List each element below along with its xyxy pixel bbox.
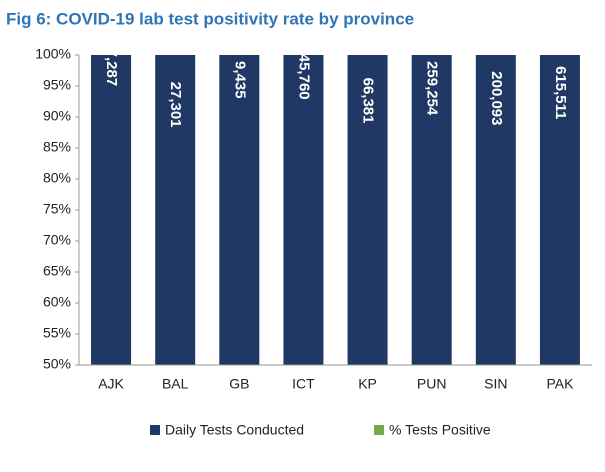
x-tick-label: GB: [229, 376, 249, 392]
bar-label: 45,760: [295, 54, 312, 100]
y-tick-label: 90%: [43, 108, 71, 124]
y-tick-label: 95%: [43, 77, 71, 93]
x-tick-label: BAL: [162, 376, 189, 392]
bar-label: 259,254: [424, 61, 441, 116]
chart-title: Fig 6: COVID-19 lab test positivity rate…: [6, 9, 414, 28]
bar-segment: [91, 55, 132, 365]
x-tick-label: PAK: [546, 376, 574, 392]
bar-segment: [411, 55, 452, 365]
bar-segment: [539, 55, 580, 365]
bar-segment: [283, 55, 324, 365]
y-tick-label: 70%: [43, 232, 71, 248]
x-tick-label: KP: [358, 376, 377, 392]
y-tick-label: 55%: [43, 325, 71, 341]
bar-label: 615,511: [552, 66, 569, 119]
legend-swatch: [374, 425, 385, 435]
bar-label: 27,301: [167, 82, 184, 128]
x-tick-label: SIN: [484, 376, 507, 392]
bar-label: 200,093: [488, 71, 505, 125]
bar-label: 66,381: [360, 78, 377, 124]
x-tick-label: AJK: [98, 376, 124, 392]
y-tick-label: 60%: [43, 294, 71, 310]
bar-segment: [347, 55, 388, 365]
bar-label: 7,287: [103, 49, 120, 87]
bar-segment: [155, 55, 196, 365]
legend-label: % Tests Positive: [389, 422, 491, 438]
plot: [91, 55, 580, 365]
legend-label: Daily Tests Conducted: [165, 422, 304, 438]
y-tick-label: 80%: [43, 170, 71, 186]
y-tick-label: 100%: [35, 46, 71, 62]
y-tick-label: 65%: [43, 263, 71, 279]
y-tick-label: 50%: [43, 356, 71, 372]
x-tick-label: ICT: [292, 376, 315, 392]
legend-swatch: [150, 425, 160, 435]
x-tick-label: PUN: [417, 376, 447, 392]
bar-segment: [219, 55, 260, 365]
y-tick-label: 75%: [43, 201, 71, 217]
y-tick-label: 85%: [43, 139, 71, 155]
bar-segment: [475, 55, 516, 365]
bar-label: 9,435: [231, 61, 248, 99]
